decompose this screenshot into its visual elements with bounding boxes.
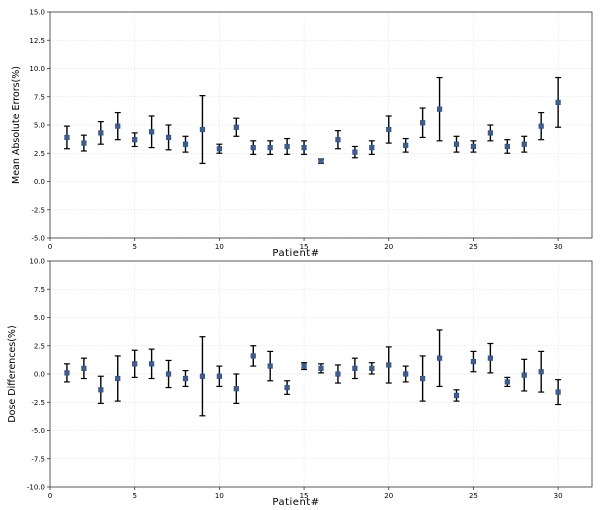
data-point	[555, 389, 561, 395]
x-tick-label: 25	[469, 492, 478, 500]
data-point	[267, 145, 273, 151]
data-point	[420, 375, 426, 382]
data-point	[81, 365, 87, 371]
data-point	[369, 365, 375, 371]
y-tick-label: -2.5	[31, 206, 45, 214]
y-tick-label: 7.5	[34, 286, 45, 294]
data-point	[216, 373, 222, 379]
x-tick-label: 5	[132, 243, 136, 251]
data-point	[182, 141, 189, 147]
x-tick-label: 15	[300, 492, 309, 500]
data-point	[64, 134, 70, 141]
y-tick-label: -10.0	[27, 484, 45, 492]
data-point	[98, 387, 104, 393]
data-point	[487, 130, 493, 136]
data-point	[301, 363, 307, 369]
data-point	[250, 353, 256, 359]
x-tick-label: 5	[132, 492, 136, 500]
data-point	[335, 137, 341, 143]
data-point	[538, 123, 544, 129]
data-point	[132, 361, 138, 367]
data-point	[267, 363, 273, 369]
data-point	[165, 134, 172, 141]
data-point	[386, 362, 392, 368]
data-point	[64, 370, 70, 376]
data-point	[284, 384, 290, 391]
data-point	[318, 365, 324, 371]
data-point	[403, 142, 409, 148]
data-point	[555, 99, 561, 105]
data-point	[521, 141, 527, 147]
data-point	[504, 143, 510, 150]
y-tick-label: 15.0	[29, 9, 45, 17]
data-point	[149, 361, 155, 367]
x-tick-label: 10	[215, 243, 224, 251]
y-tick-label: 0.0	[34, 371, 45, 379]
data-point	[165, 371, 172, 377]
data-point	[81, 140, 87, 146]
x-tick-label: 30	[554, 243, 563, 251]
data-point	[284, 143, 290, 150]
y-tick-label: -5.0	[31, 235, 45, 243]
y-tick-label: -5.0	[31, 427, 45, 435]
x-tick-label: 25	[469, 243, 478, 251]
y-tick-label: 10.0	[29, 65, 45, 73]
data-point	[233, 386, 239, 392]
y-tick-label: 2.5	[34, 342, 45, 350]
x-tick-label: 0	[48, 492, 52, 500]
x-tick-label: 30	[554, 492, 563, 500]
data-point	[318, 158, 324, 164]
data-point	[369, 145, 375, 151]
data-point	[470, 143, 477, 150]
dose-chart: 0 5 10 15 20 25 30 -10.0 -7.5 -5.0 -2.5 0.0 2.5 5.0 7.…	[7, 258, 593, 508]
data-point	[470, 358, 477, 365]
y-tick-label: -7.5	[31, 455, 45, 463]
y-tick-label: 2.5	[34, 150, 45, 158]
y-tick-label: 12.5	[29, 37, 45, 45]
data-point	[420, 120, 426, 126]
data-point	[335, 371, 341, 377]
y-tick-label: 10.0	[29, 258, 45, 266]
data-point	[199, 126, 206, 133]
data-point	[538, 369, 544, 375]
data-point	[199, 373, 206, 379]
data-point	[98, 130, 104, 136]
data-point	[182, 375, 189, 382]
y-axis-label: Mean Absolute Errors(%)	[11, 66, 22, 184]
x-axis-label: Patient#	[272, 497, 319, 508]
data-point	[352, 149, 358, 155]
data-point	[352, 365, 358, 371]
y-tick-label: 7.5	[34, 93, 45, 101]
y-axis-label: Dose Differences(%)	[7, 325, 18, 422]
mae-chart: 0 5 10 15 20 25 30 -5.0 -2.5 0.0 2.5 5.0 7.5 10.0 12.5…	[11, 9, 593, 259]
data-point	[487, 355, 493, 361]
data-point	[504, 379, 510, 385]
data-point	[386, 126, 392, 133]
data-point	[132, 137, 138, 143]
x-tick-label: 20	[384, 492, 393, 500]
y-tick-label: 5.0	[34, 122, 45, 130]
data-point	[250, 145, 256, 151]
data-point	[301, 145, 307, 151]
y-tick-label: 0.0	[34, 178, 45, 186]
x-tick-label: 15	[300, 243, 309, 251]
x-tick-label: 10	[215, 492, 224, 500]
data-point	[521, 372, 527, 378]
x-tick-label: 0	[48, 243, 52, 251]
data-point	[453, 141, 460, 147]
data-point	[115, 375, 121, 382]
data-point	[436, 355, 443, 361]
y-tick-label: -2.5	[31, 399, 45, 407]
x-axis-label: Patient#	[272, 248, 319, 259]
y-tick-label: 5.0	[34, 314, 45, 322]
data-point	[216, 146, 222, 152]
data-point	[115, 123, 121, 129]
data-point	[403, 371, 409, 377]
x-tick-label: 20	[384, 243, 393, 251]
data-point	[233, 124, 239, 130]
data-point	[436, 106, 443, 112]
data-point	[149, 129, 155, 135]
data-point	[453, 392, 460, 399]
